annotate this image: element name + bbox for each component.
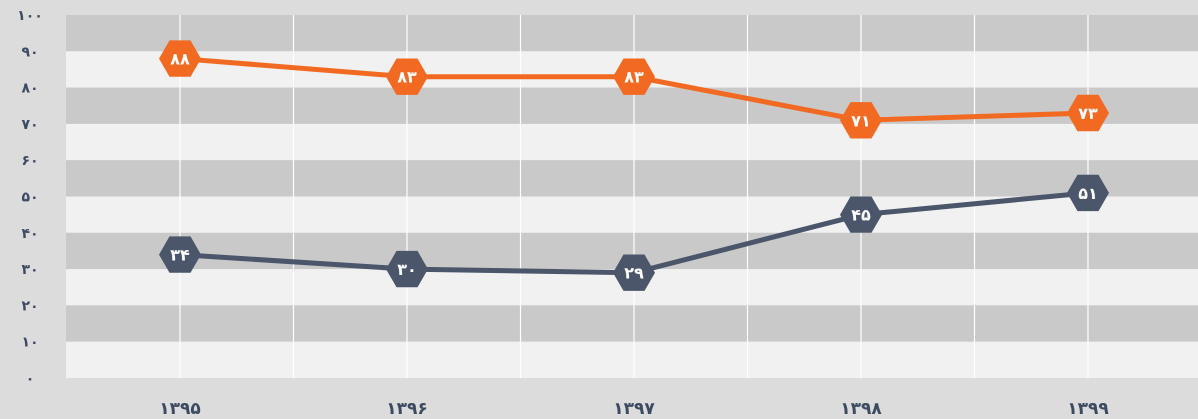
grid-band xyxy=(66,305,1198,342)
y-tick-label: ۱۰۰ xyxy=(17,8,43,24)
data-point-marker xyxy=(613,58,655,95)
x-tick-label: ۱۳۹۷ xyxy=(613,399,655,419)
y-tick-label: ۰ xyxy=(26,371,35,387)
grid-band xyxy=(66,15,1198,52)
data-point-marker xyxy=(613,254,655,291)
data-label: ۸۸ xyxy=(170,50,190,69)
series-2: ۳۴ ۳۰ ۲۹ ۴۵ ۵۱ xyxy=(159,174,1109,291)
data-label: ۵۱ xyxy=(1078,184,1098,203)
series-layer: ۸۸ ۸۳ ۸۳ ۷۱ ۷۳ ۳۴ ۳۰ ۲۹ ۴۵ ۵۱ xyxy=(159,40,1109,291)
y-tick-label: ۸۰ xyxy=(21,81,38,97)
y-axis-ticks: ۰ ۱۰ ۲۰ ۳۰ ۴۰ ۵۰ ۶۰ ۷۰ ۸۰ ۹۰ ۱۰۰ xyxy=(17,8,43,387)
y-tick-label: ۷۰ xyxy=(21,117,38,133)
x-tick-label: ۱۳۹۶ xyxy=(386,399,428,419)
series-1: ۸۸ ۸۳ ۸۳ ۷۱ ۷۳ xyxy=(159,40,1109,139)
data-point-marker xyxy=(386,250,428,288)
y-tick-label: ۴۰ xyxy=(21,226,38,242)
data-point-marker xyxy=(159,236,201,273)
data-label: ۳۴ xyxy=(170,246,190,265)
data-point-marker xyxy=(840,102,882,139)
data-label: ۴۵ xyxy=(851,206,871,225)
x-tick-label: ۱۳۹۸ xyxy=(840,399,882,419)
y-tick-label: ۹۰ xyxy=(21,44,38,60)
data-point-marker xyxy=(159,40,201,77)
grid-band xyxy=(66,160,1198,197)
x-tick-label: ۱۳۹۹ xyxy=(1067,399,1109,419)
y-tick-label: ۳۰ xyxy=(21,262,38,278)
y-tick-label: ۵۰ xyxy=(21,190,38,206)
data-point-marker xyxy=(1067,94,1109,132)
grid-bands xyxy=(66,15,1198,378)
y-tick-label: ۶۰ xyxy=(21,153,38,169)
data-point-marker xyxy=(840,196,882,233)
grid-band xyxy=(66,341,1198,378)
grid-band xyxy=(66,196,1198,233)
y-tick-label: ۲۰ xyxy=(21,298,38,314)
x-axis-ticks: ۱۳۹۵ ۱۳۹۶ ۱۳۹۷ ۱۳۹۸ ۱۳۹۹ xyxy=(159,399,1109,419)
data-label: ۸۳ xyxy=(624,68,644,87)
y-tick-label: ۱۰ xyxy=(21,335,38,351)
data-label: ۲۹ xyxy=(624,264,644,283)
data-label: ۷۳ xyxy=(1078,104,1098,123)
data-label: ۸۳ xyxy=(397,68,417,87)
data-label: ۳۰ xyxy=(397,260,417,279)
data-label: ۷۱ xyxy=(851,111,871,130)
data-point-marker xyxy=(386,58,428,95)
grid-band xyxy=(66,123,1198,161)
data-point-marker xyxy=(1067,174,1109,212)
x-tick-label: ۱۳۹۵ xyxy=(159,399,201,419)
